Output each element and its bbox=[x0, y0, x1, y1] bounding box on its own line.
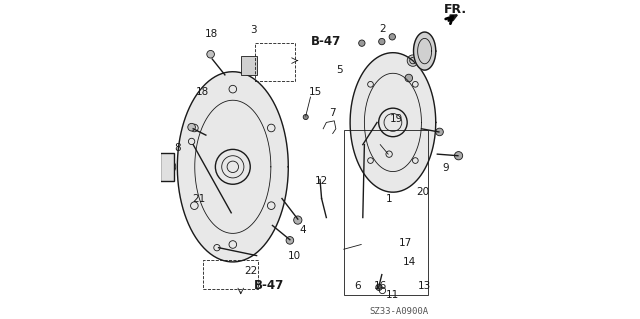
Polygon shape bbox=[350, 53, 436, 192]
Text: 1: 1 bbox=[386, 194, 392, 204]
Circle shape bbox=[379, 38, 385, 45]
Circle shape bbox=[436, 128, 444, 136]
Text: FR.: FR. bbox=[444, 3, 467, 16]
Text: 9: 9 bbox=[442, 163, 449, 174]
Text: 20: 20 bbox=[417, 187, 429, 197]
Text: 15: 15 bbox=[309, 87, 323, 97]
Text: B-47: B-47 bbox=[310, 35, 340, 48]
Circle shape bbox=[454, 152, 463, 160]
Text: 21: 21 bbox=[192, 194, 205, 204]
Circle shape bbox=[207, 50, 214, 58]
Text: 18: 18 bbox=[205, 29, 218, 39]
Text: 18: 18 bbox=[195, 87, 209, 97]
Text: 14: 14 bbox=[403, 257, 416, 267]
Text: 17: 17 bbox=[398, 238, 412, 248]
Text: 2: 2 bbox=[380, 24, 386, 34]
Text: 10: 10 bbox=[287, 251, 301, 261]
Text: 12: 12 bbox=[315, 176, 328, 186]
Text: 6: 6 bbox=[354, 281, 361, 291]
Circle shape bbox=[389, 33, 396, 40]
Bar bbox=[241, 56, 257, 75]
Circle shape bbox=[294, 216, 302, 224]
Circle shape bbox=[407, 55, 419, 66]
Text: 19: 19 bbox=[390, 114, 403, 124]
Circle shape bbox=[188, 123, 195, 131]
Text: 5: 5 bbox=[337, 65, 343, 75]
Text: 16: 16 bbox=[374, 281, 387, 291]
Text: 8: 8 bbox=[175, 143, 181, 153]
Circle shape bbox=[405, 74, 413, 82]
Text: 11: 11 bbox=[387, 290, 399, 300]
Text: 22: 22 bbox=[244, 266, 257, 277]
Text: 13: 13 bbox=[417, 281, 431, 291]
Polygon shape bbox=[177, 72, 288, 262]
Text: 4: 4 bbox=[300, 225, 306, 235]
Polygon shape bbox=[413, 32, 436, 70]
Circle shape bbox=[358, 40, 365, 46]
FancyBboxPatch shape bbox=[160, 152, 174, 181]
Circle shape bbox=[376, 284, 382, 291]
Circle shape bbox=[286, 237, 294, 244]
Text: SZ33-A0900A: SZ33-A0900A bbox=[370, 307, 429, 315]
Bar bbox=[344, 130, 428, 295]
Circle shape bbox=[303, 115, 308, 120]
Text: 3: 3 bbox=[250, 26, 257, 35]
Text: B-47: B-47 bbox=[253, 279, 284, 292]
Text: 7: 7 bbox=[330, 108, 336, 118]
